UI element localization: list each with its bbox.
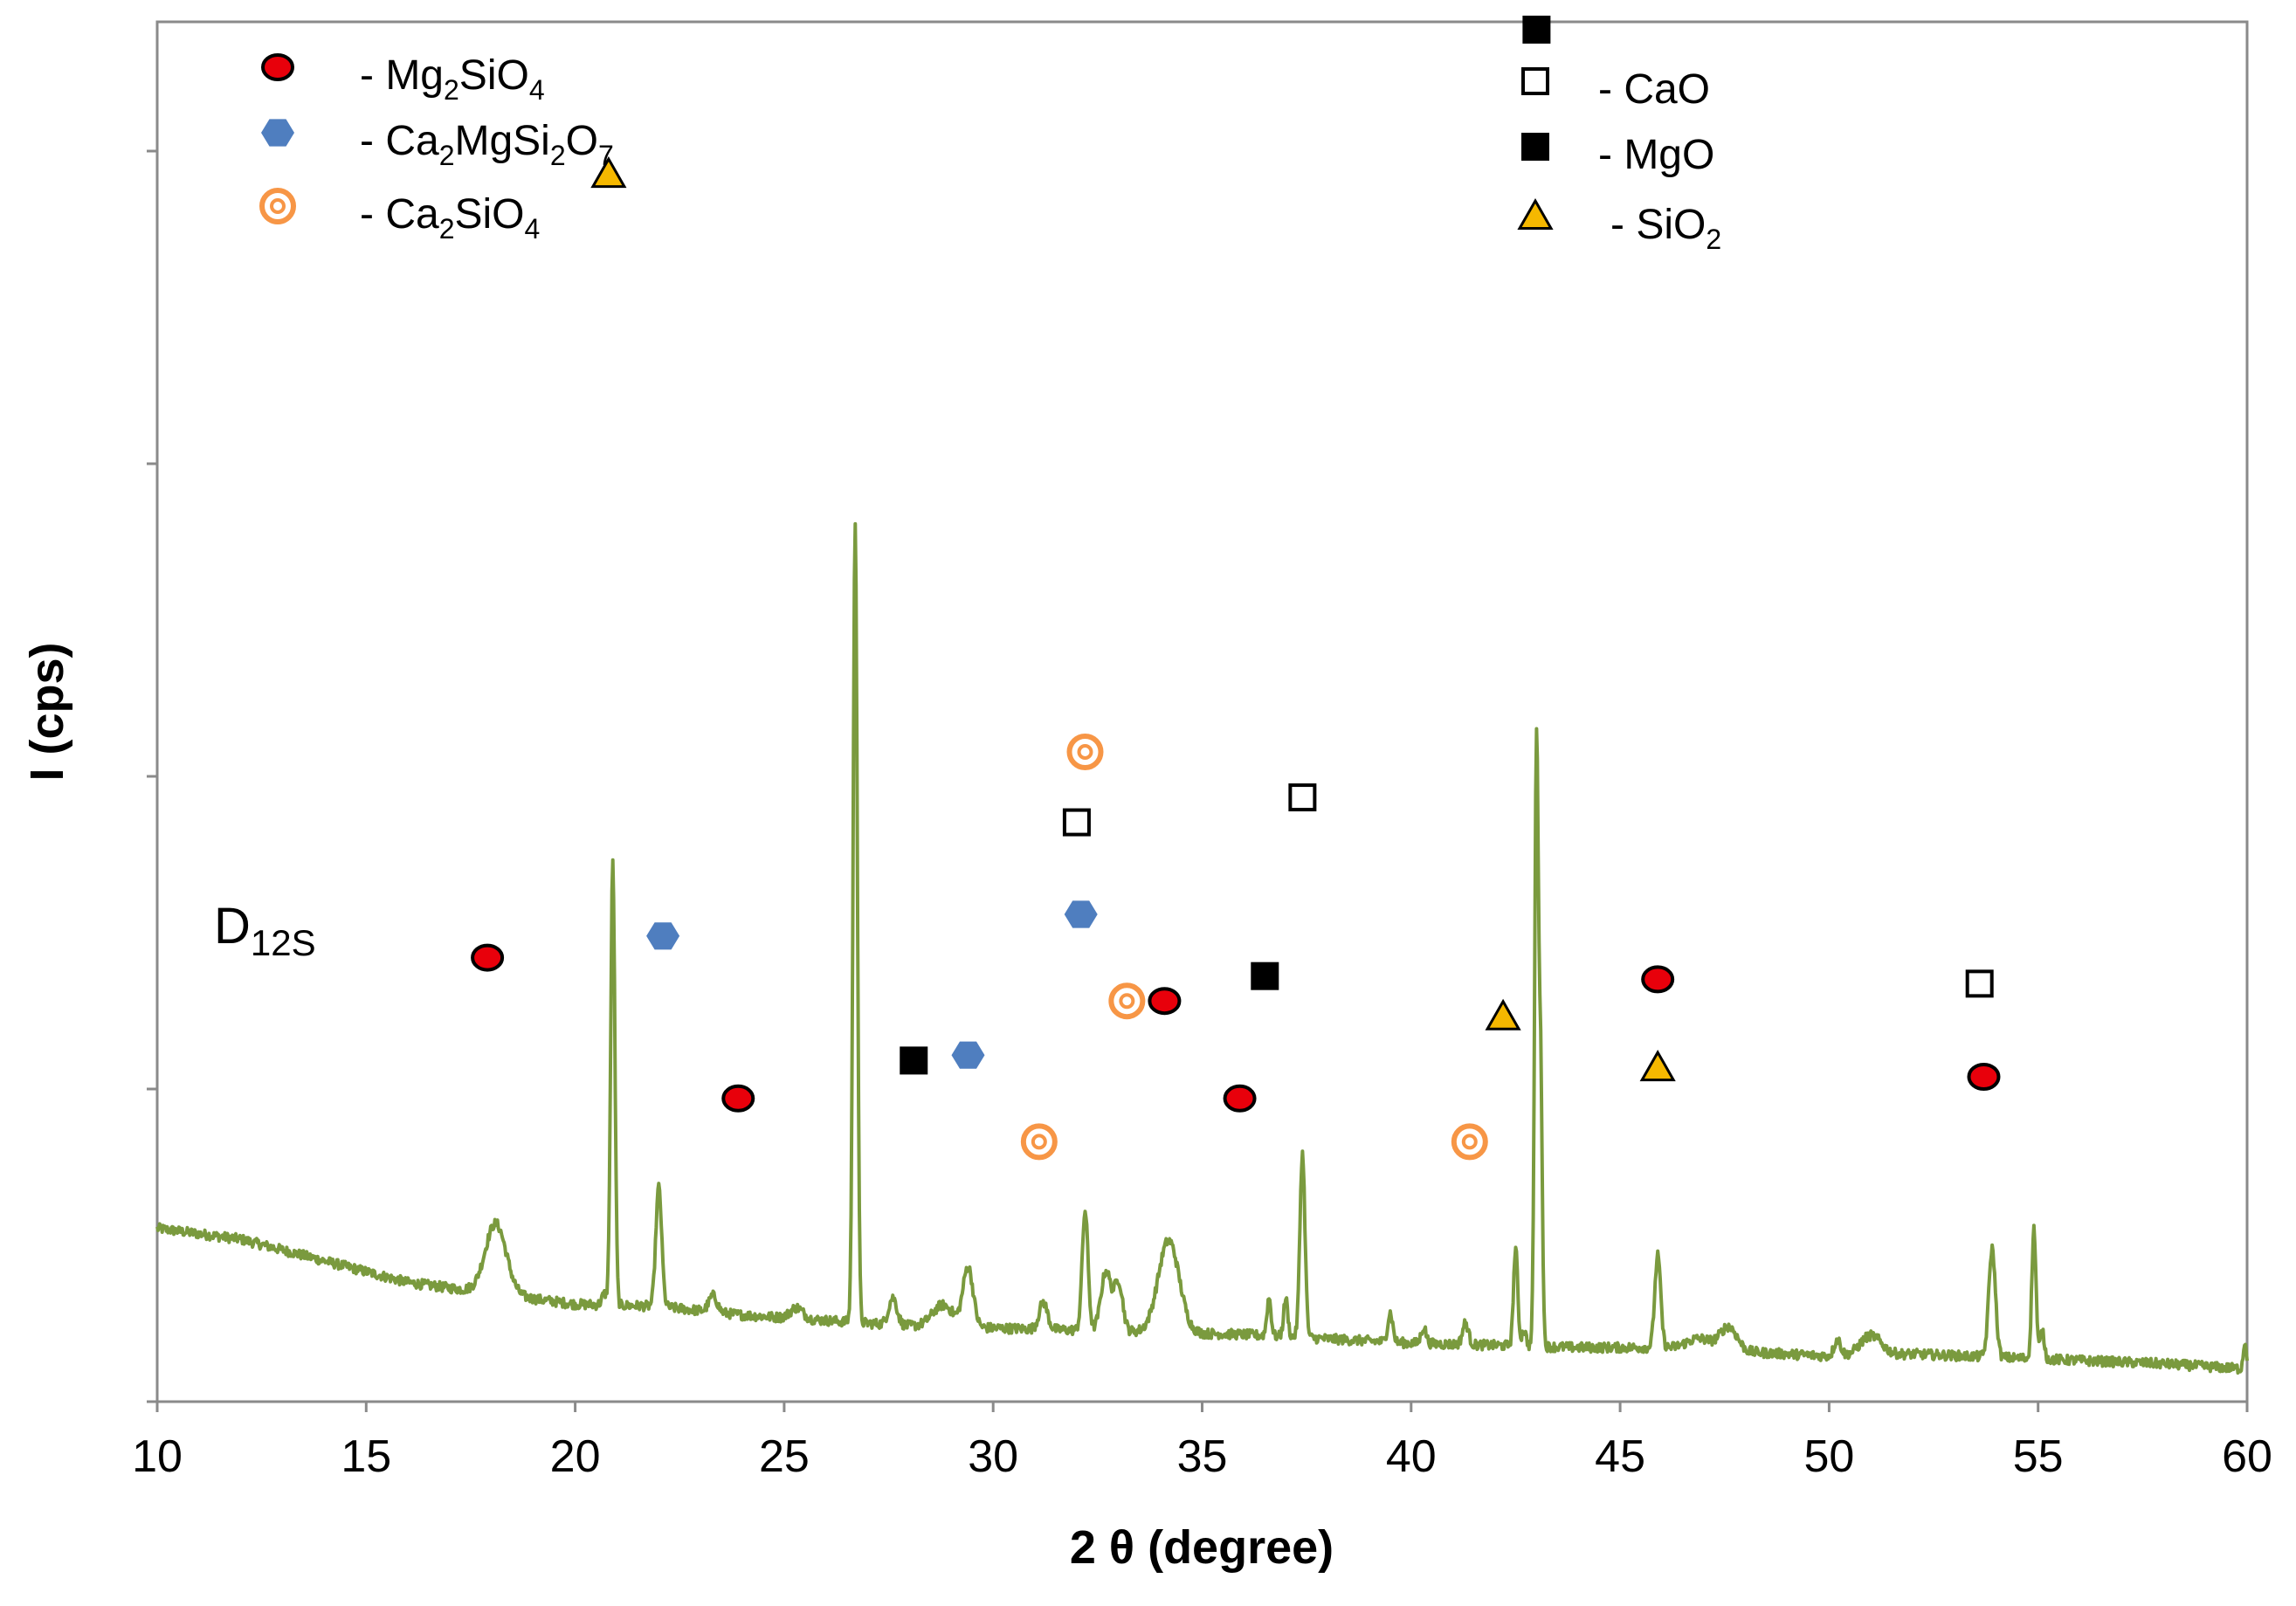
mgo-marker [1251,962,1279,990]
ca2mgsi2o7-marker [646,922,680,950]
ca2sio4-outer-ring [259,188,296,224]
legend-label-text: - MgO [1598,132,1714,178]
mg2sio4-marker [471,943,505,972]
legend-label: - Ca2MgSi2O7 [360,118,614,171]
x-tick-label: 30 [968,1431,1018,1482]
x-tick-label: 35 [1177,1431,1228,1482]
legend-label-subscript: 4 [525,213,541,245]
x-tick-label: 50 [1803,1431,1854,1482]
ca2mgsi2o7-marker [951,1041,985,1069]
sio2-marker [1639,1050,1676,1082]
mg2sio4-marker [1148,987,1182,1016]
legend-label: - MgO [1598,132,1714,178]
ca2sio4-inner-ring [1119,993,1135,1010]
legend-label-text: - CaO [1598,66,1710,113]
ca2sio4-inner-ring [270,198,286,214]
mgo-marker [900,1046,928,1075]
plot-area [155,20,2249,1403]
x-tick-label: 45 [1595,1431,1645,1482]
legend-label-text: - Ca [360,191,439,238]
legend-label-text: - Ca [360,118,439,164]
legend-label-subscript: 2 [1706,224,1721,255]
ca2sio4-marker [1020,1123,1058,1161]
legend-label-text: O [566,118,598,164]
legend-label-text: - Mg [360,52,444,99]
sio2-marker [1485,998,1521,1030]
x-tick-label: 10 [132,1431,183,1482]
ca2sio4-marker [259,188,296,224]
legend-item-ca2mgsi2o7: - Ca2MgSi2O7 [261,118,614,171]
sio2-marker [590,156,627,189]
ca2sio4-inner-ring [1461,1134,1478,1150]
legend-label-text: MgSi [454,118,549,164]
legend-label: - SiO2 [1610,202,1721,255]
ca2sio4-marker [1451,1123,1488,1161]
legend-label: - Ca2SiO4 [360,191,540,245]
x-tick-label: 55 [2013,1431,2064,1482]
ca2sio4-outer-ring [1451,1123,1488,1161]
mg2sio4-marker [1641,965,1675,994]
ca2sio4-inner-ring [1077,744,1093,760]
x-tick-label: 60 [2222,1431,2272,1482]
y-axis-ticks [147,149,157,1403]
x-axis-title: 2 θ (degree) [1070,1521,1334,1574]
xrd-pattern-line [155,521,2249,1375]
legend-label-text: SiO [459,52,529,99]
y-axis-title: I (cps) [21,642,73,781]
ca2mgsi2o7-marker [261,119,294,147]
x-tick-label: 15 [341,1431,391,1482]
phase-markers [471,15,2001,1161]
mgo-marker [1521,133,1549,161]
legend-label-subscript: 2 [444,74,459,106]
ca2sio4-inner-ring [1031,1134,1047,1150]
legend-label-text: SiO [454,191,524,238]
ca2mgsi2o7-marker [1064,900,1098,928]
x-axis-ticks [155,1402,2249,1412]
mg2sio4-marker [1967,1063,2001,1091]
x-tick-label: 25 [759,1431,810,1482]
legend-label-text: - SiO [1610,202,1706,248]
sample-label-main: D [214,898,251,955]
x-tick-label: 20 [550,1431,601,1482]
mg2sio4-marker [1223,1084,1257,1113]
legend-label-subscript: 2 [439,213,455,245]
ca2sio4-outer-ring [1066,734,1104,770]
legend-label-subscript: 2 [439,140,455,171]
sio2-marker [1517,197,1554,230]
x-tick-label: 40 [1386,1431,1437,1482]
sample-label: D12S [214,898,316,963]
mg2sio4-marker [261,53,294,81]
cao-marker [1062,808,1091,837]
legend-label-subscript: 4 [529,74,545,106]
mgo-marker [1522,15,1551,44]
legend-label: - CaO [1598,66,1710,113]
ca2sio4-outer-ring [1108,982,1146,1020]
legend-item-cao: - CaO [1521,66,1710,113]
ca2sio4-outer-ring [1020,1123,1058,1161]
legend-label-subscript: 2 [550,140,566,171]
legend-label-subscript: 7 [598,140,614,171]
x-axis-tick-labels: 10 15 20 25 30 35 40 45 50 55 60 [132,1431,2272,1482]
ca2sio4-marker [1066,734,1104,770]
legend-label: - Mg2SiO4 [360,52,545,106]
legend: - Mg2SiO4- Ca2MgSi2O7- Ca2SiO4- CaO- MgO… [259,52,1721,255]
legend-item-mg2sio4: - Mg2SiO4 [261,52,545,106]
sample-label-sub: 12S [251,922,316,963]
cao-marker [1521,67,1549,95]
legend-item-sio2: - SiO2 [1517,197,1721,255]
ca2sio4-marker [1108,982,1146,1020]
legend-item-ca2sio4: - Ca2SiO4 [259,188,540,245]
mg2sio4-marker [721,1084,755,1113]
legend-item-mgo: - MgO [1521,132,1714,178]
cao-marker [1288,783,1317,812]
cao-marker [1965,969,1994,998]
